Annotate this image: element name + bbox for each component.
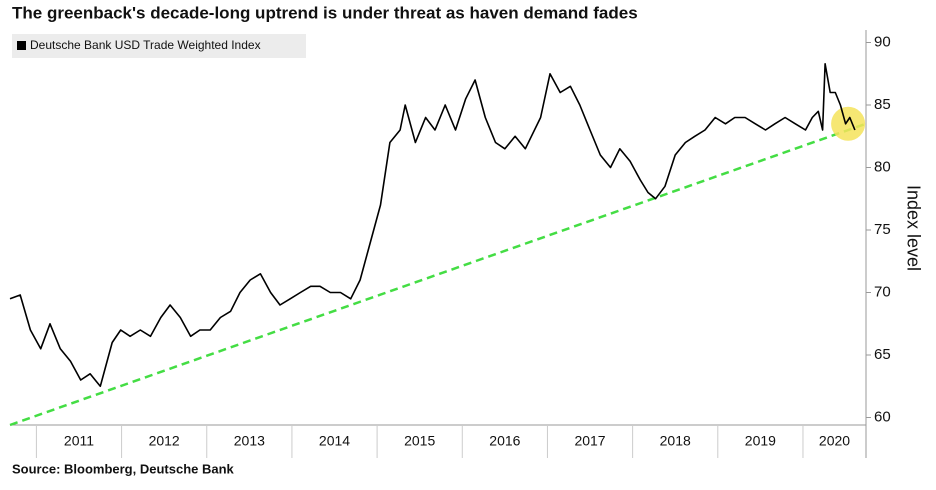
x-tick-label: 2014 — [319, 433, 350, 449]
trendline — [9, 122, 867, 427]
y-tick-label: 90 — [874, 33, 891, 50]
y-tick-label: 60 — [874, 408, 891, 425]
x-tick-label: 2018 — [660, 433, 691, 449]
legend-box — [12, 34, 306, 58]
y-tick-label: 80 — [874, 158, 891, 175]
y-tick-label: 70 — [874, 283, 891, 300]
y-axis-label: Index level — [903, 185, 923, 271]
highlight-circle — [831, 106, 866, 141]
chart-title: The greenback's decade-long uptrend is u… — [12, 3, 638, 22]
x-tick-label: 2020 — [819, 433, 850, 449]
source: Source: Bloomberg, Deutsche Bank — [12, 461, 235, 476]
y-tick-label: 85 — [874, 96, 891, 113]
legend-swatch — [17, 41, 26, 50]
x-tick-label: 2012 — [149, 433, 180, 449]
x-tick-label: 2016 — [489, 433, 520, 449]
line-series — [9, 63, 856, 388]
legend-label: Deutsche Bank USD Trade Weighted Index — [30, 38, 261, 52]
x-tick-label: 2019 — [745, 433, 776, 449]
x-tick-label: 2015 — [404, 433, 435, 449]
x-tick-label: 2013 — [234, 433, 265, 449]
y-tick-label: 65 — [874, 346, 891, 363]
x-tick-label: 2011 — [64, 433, 94, 449]
y-tick-label: 75 — [874, 221, 891, 238]
x-tick-label: 2017 — [574, 433, 605, 449]
